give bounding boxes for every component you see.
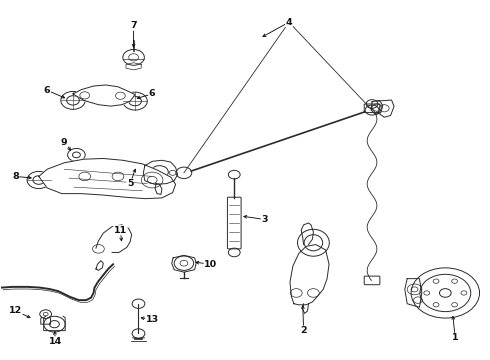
Text: 14: 14: [49, 337, 62, 346]
Text: 9: 9: [61, 138, 68, 147]
Text: 2: 2: [300, 326, 307, 335]
Text: 6: 6: [149, 89, 155, 98]
Polygon shape: [73, 85, 135, 106]
Text: 3: 3: [261, 215, 268, 224]
Text: 1: 1: [452, 333, 459, 342]
Text: 7: 7: [130, 21, 137, 30]
Text: 10: 10: [204, 260, 218, 269]
Text: 8: 8: [12, 172, 19, 181]
Text: 11: 11: [114, 226, 127, 235]
Text: 6: 6: [44, 86, 50, 95]
Text: 12: 12: [9, 306, 22, 315]
Text: 5: 5: [127, 179, 133, 188]
Text: 13: 13: [146, 315, 159, 324]
Polygon shape: [39, 158, 175, 199]
Text: 4: 4: [286, 18, 293, 27]
